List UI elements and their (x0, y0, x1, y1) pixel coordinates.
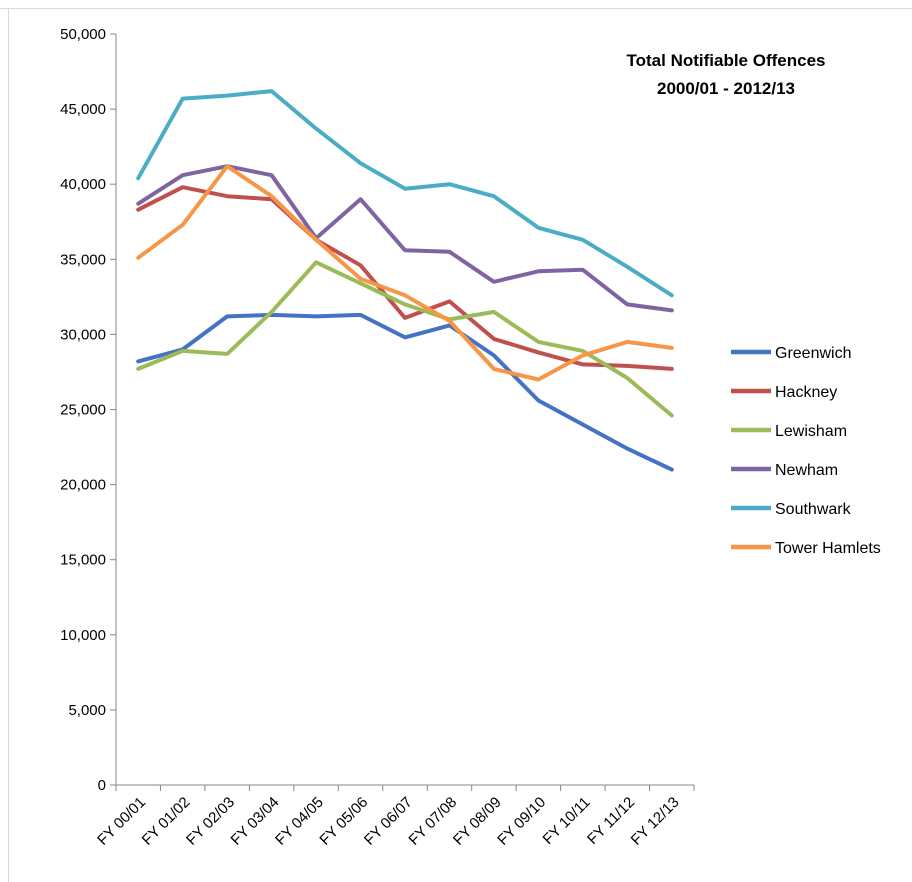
series-line-hackney (136, 185, 674, 371)
y-tick-label: 10,000 (60, 627, 106, 644)
series-lines (136, 89, 674, 472)
y-tick-label: 30,000 (60, 326, 106, 343)
y-tick-label: 5,000 (68, 702, 106, 719)
chart-title: Total Notifiable Offences (627, 51, 826, 70)
legend-label-southwark: Southwark (775, 501, 852, 518)
y-tick-label: 40,000 (60, 176, 106, 193)
y-tick-label: 15,000 (60, 552, 106, 569)
legend-label-greenwich: Greenwich (775, 345, 851, 362)
y-tick-label: 45,000 (60, 101, 106, 118)
y-tick-label: 0 (98, 777, 106, 794)
legend-label-hackney: Hackney (775, 384, 837, 401)
legend-label-lewisham: Lewisham (775, 423, 847, 440)
legend-label-tower-hamlets: Tower Hamlets (775, 540, 881, 557)
series-line-lewisham (136, 260, 674, 418)
series-line-greenwich (136, 312, 674, 472)
legend: Greenwich Hackney Lewisham Newham Southwark T… (731, 345, 881, 557)
series-line-southwark (136, 89, 674, 298)
series-line-tower-hamlets (136, 164, 674, 382)
y-tick-label: 50,000 (60, 26, 106, 43)
y-tick-label: 20,000 (60, 477, 106, 494)
chart-subtitle: 2000/01 - 2012/13 (657, 79, 795, 98)
y-tick-label: 35,000 (60, 251, 106, 268)
y-tick-label: 25,000 (60, 402, 106, 419)
legend-label-newham: Newham (775, 462, 838, 479)
